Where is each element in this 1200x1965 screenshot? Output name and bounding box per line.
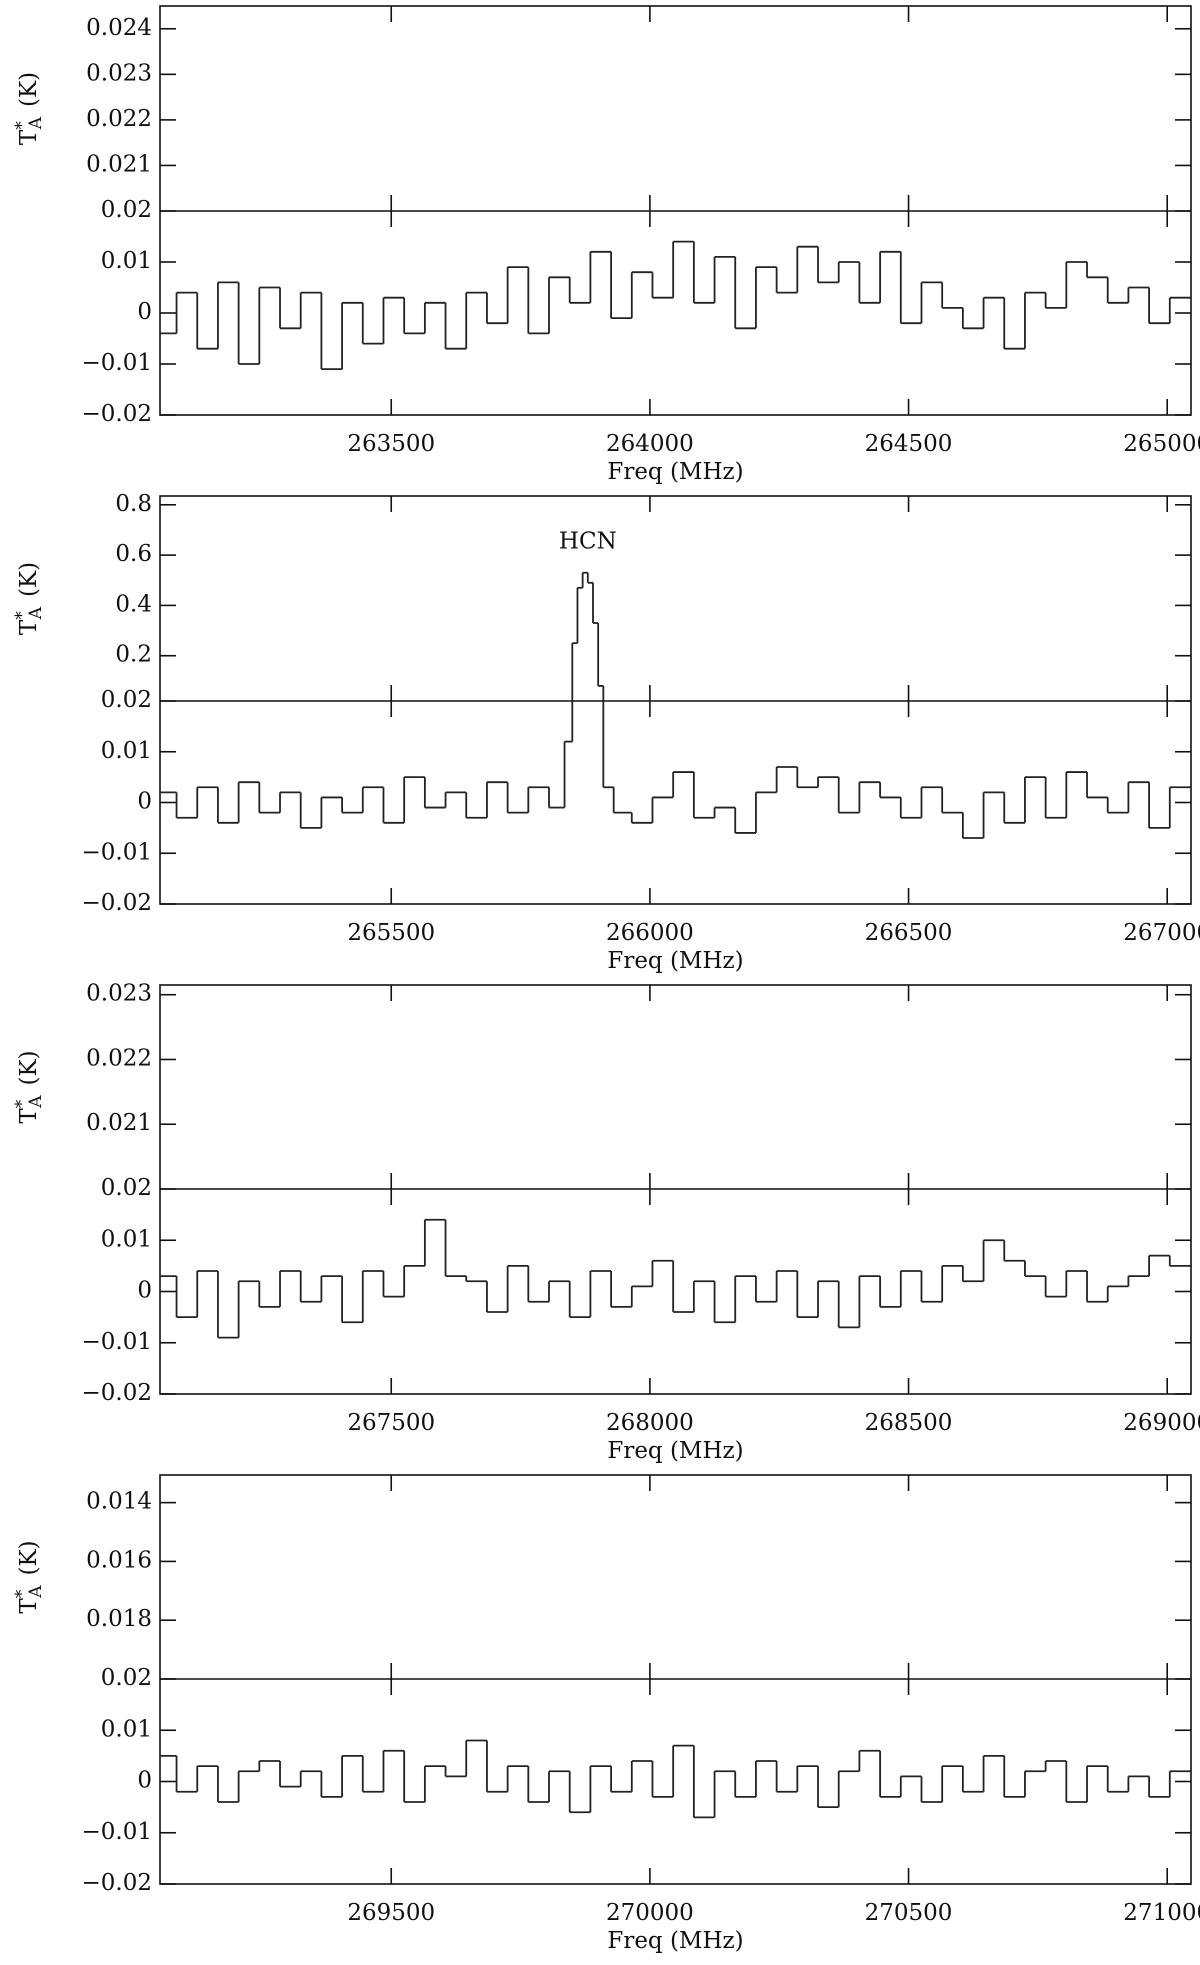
y-label-symbol: T bbox=[16, 1108, 42, 1124]
y-label-symbol: T bbox=[16, 129, 42, 145]
y-tick-label: 0.024 bbox=[86, 15, 152, 41]
x-axis-label: Freq (MHz) bbox=[607, 948, 743, 974]
x-tick-label: 264500 bbox=[865, 431, 953, 457]
x-tick-label: 270000 bbox=[606, 1900, 694, 1926]
y-tick-label: 0 bbox=[137, 1278, 152, 1304]
x-tick-label: 268500 bbox=[865, 1410, 953, 1436]
y-label-symbol: T bbox=[16, 619, 42, 635]
y-tick-label: −0.01 bbox=[82, 350, 152, 376]
y-tick-label: 0.02 bbox=[101, 1175, 152, 1201]
y-tick-label: 0 bbox=[137, 1768, 152, 1794]
x-tick-label: 265500 bbox=[347, 920, 435, 946]
y-tick-label: 0.02 bbox=[101, 1665, 152, 1691]
x-tick-label: 269000 bbox=[1123, 1410, 1200, 1436]
spectrum-riser bbox=[175, 1219, 1171, 1338]
x-tick-label: 266000 bbox=[606, 920, 694, 946]
spectrum-riser bbox=[175, 241, 1171, 370]
y-tick-label: 0 bbox=[137, 789, 152, 815]
x-tick-label: 264000 bbox=[606, 431, 694, 457]
x-tick-label: 269500 bbox=[347, 1900, 435, 1926]
y-tick-label: 0.022 bbox=[86, 1045, 152, 1071]
x-tick-label: 265000 bbox=[1123, 431, 1200, 457]
x-axis-label: Freq (MHz) bbox=[607, 459, 743, 485]
y-label-sub: A bbox=[26, 116, 46, 130]
y-label-symbol: T bbox=[16, 1598, 42, 1614]
panel: 265500 266000 266500 267000 Freq (MHz) −0.02 −… bbox=[12, 491, 1200, 974]
spectrum-riser bbox=[175, 1740, 1171, 1818]
y-label-sub: A bbox=[26, 606, 46, 620]
y-label-sup: * bbox=[12, 1099, 32, 1108]
y-tick-label: 0.2 bbox=[115, 642, 152, 668]
y-tick-label: −0.01 bbox=[82, 1819, 152, 1845]
y-tick-label: 0.01 bbox=[101, 1226, 152, 1252]
y-label-unit: (K) bbox=[16, 1540, 42, 1575]
y-tick-label: 0.018 bbox=[86, 1606, 152, 1632]
x-axis-label: Freq (MHz) bbox=[607, 1438, 743, 1464]
y-tick-label: 0.022 bbox=[86, 106, 152, 132]
y-label-sub: A bbox=[26, 1095, 46, 1109]
y-tick-label: −0.01 bbox=[82, 1329, 152, 1355]
y-tick-label: 0.023 bbox=[86, 981, 152, 1007]
panel: 263500 264000 264500 265000 Freq (MHz) −0.02 −… bbox=[12, 5, 1200, 485]
x-tick-label: 271000 bbox=[1123, 1900, 1200, 1926]
panel: 267500 268000 268500 269000 Freq (MHz) −0.02 −… bbox=[12, 981, 1200, 1464]
x-axis-label: Freq (MHz) bbox=[607, 1928, 743, 1954]
y-tick-label: 0.023 bbox=[86, 60, 152, 86]
y-tick-label: 0.021 bbox=[86, 151, 152, 177]
y-tick-label: −0.01 bbox=[82, 839, 152, 865]
y-label-sup: * bbox=[12, 611, 32, 620]
y-label-sup: * bbox=[12, 121, 32, 130]
y-label-unit: (K) bbox=[16, 72, 42, 107]
x-tick-label: 270500 bbox=[865, 1900, 953, 1926]
y-tick-label: −0.02 bbox=[82, 890, 152, 916]
y-tick-label: 0.021 bbox=[86, 1110, 152, 1136]
x-tick-label: 267000 bbox=[1123, 920, 1200, 946]
spectrum-riser bbox=[175, 572, 1171, 839]
x-tick-label: 268000 bbox=[606, 1410, 694, 1436]
y-tick-label: −0.02 bbox=[82, 1380, 152, 1406]
y-tick-label: 0.02 bbox=[101, 197, 152, 223]
y-tick-label: −0.02 bbox=[82, 1870, 152, 1896]
y-axis-label: T*A (K) bbox=[12, 1540, 46, 1613]
y-tick-label: 0.6 bbox=[115, 541, 152, 567]
y-label-unit: (K) bbox=[16, 562, 42, 597]
y-label-sup: * bbox=[12, 1589, 32, 1598]
y-tick-label: 0.4 bbox=[115, 591, 152, 617]
y-axis-label: T*A (K) bbox=[12, 562, 46, 635]
y-axis-label: T*A (K) bbox=[12, 72, 46, 145]
x-tick-label: 266500 bbox=[865, 920, 953, 946]
y-label-unit: (K) bbox=[16, 1050, 42, 1085]
y-tick-label: 0.01 bbox=[101, 1716, 152, 1742]
y-tick-label: 0.01 bbox=[101, 248, 152, 274]
y-tick-label: −0.02 bbox=[82, 401, 152, 427]
plot-frame bbox=[159, 495, 1192, 905]
y-tick-label: 0.8 bbox=[115, 491, 152, 517]
y-tick-label: 0.014 bbox=[86, 1489, 152, 1515]
y-label-sub: A bbox=[26, 1585, 46, 1599]
y-tick-label: 0.01 bbox=[101, 738, 152, 764]
annotation: HCN bbox=[559, 529, 617, 555]
panel: 269500 270000 270500 271000 Freq (MHz) −0.02 −… bbox=[12, 1474, 1200, 1954]
y-tick-label: 0 bbox=[137, 299, 152, 325]
x-tick-label: 267500 bbox=[347, 1410, 435, 1436]
y-tick-label: 0.02 bbox=[101, 687, 152, 713]
x-tick-label: 263500 bbox=[347, 431, 435, 457]
y-tick-label: 0.016 bbox=[86, 1547, 152, 1573]
y-axis-label: T*A (K) bbox=[12, 1050, 46, 1123]
